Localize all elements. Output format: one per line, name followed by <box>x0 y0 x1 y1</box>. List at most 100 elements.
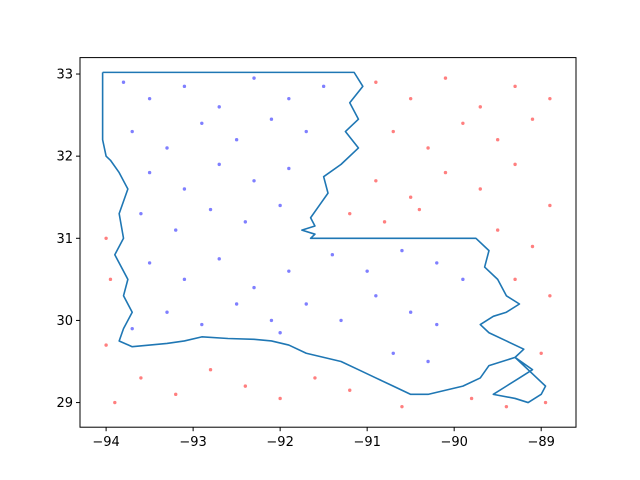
scatter-point-0-42 <box>130 326 134 331</box>
scatter-point-1-23 <box>548 294 552 298</box>
scatter-point-0-23 <box>330 253 335 257</box>
scatter-point-1-30 <box>243 384 248 388</box>
scatter-point-1-7 <box>426 146 430 150</box>
scatter-point-0-27 <box>461 277 465 282</box>
scatter-point-1-9 <box>495 138 500 142</box>
scatter-point-0-0 <box>121 80 126 84</box>
scatter-point-0-30 <box>217 257 221 261</box>
scatter-point-1-19 <box>417 207 422 212</box>
y-tick-label: 32 <box>56 150 73 165</box>
scatter-point-0-12 <box>304 129 308 134</box>
scatter-point-1-28 <box>174 392 178 397</box>
scatter-point-0-26 <box>435 261 439 265</box>
scatter-point-0-19 <box>174 228 178 232</box>
scatter-point-0-33 <box>165 310 169 314</box>
scatter-point-0-11 <box>269 117 274 121</box>
scatter-point-1-34 <box>400 404 404 409</box>
scatter-point-1-26 <box>104 343 108 347</box>
scatter-point-0-24 <box>365 269 369 273</box>
axes-frame <box>79 57 577 428</box>
scatter-point-0-4 <box>252 76 256 80</box>
scatter-point-0-13 <box>147 170 152 175</box>
scatter-point-0-41 <box>435 322 439 327</box>
scatter-point-0-8 <box>165 146 169 150</box>
scatter-point-0-17 <box>287 166 291 171</box>
scatter-point-0-32 <box>287 269 291 273</box>
scatter-point-1-3 <box>478 105 482 109</box>
scatter-point-0-45 <box>426 359 430 364</box>
x-tick-label: −92 <box>266 435 293 450</box>
scatter-point-1-8 <box>461 121 465 126</box>
scatter-point-0-22 <box>278 203 282 208</box>
scatter-point-1-37 <box>543 400 548 405</box>
scatter-point-1-4 <box>513 84 517 89</box>
scatter-point-0-2 <box>182 84 187 89</box>
x-tick-label: −90 <box>440 435 467 450</box>
scatter-point-0-28 <box>147 261 152 265</box>
scatter-point-1-10 <box>530 117 535 121</box>
scatter-point-1-15 <box>513 162 517 167</box>
scatter-point-0-44 <box>391 351 395 355</box>
scatter-point-1-24 <box>104 236 108 240</box>
scatter-point-0-25 <box>400 248 404 253</box>
scatter-point-1-17 <box>348 211 352 216</box>
scatter-point-1-11 <box>374 179 378 183</box>
scatter-point-0-16 <box>252 179 256 183</box>
scatter-point-0-10 <box>234 138 239 142</box>
y-tick-label: 30 <box>56 314 73 329</box>
scatter-point-0-31 <box>252 285 256 290</box>
scatter-point-1-36 <box>504 404 509 409</box>
scatter-point-0-15 <box>217 162 221 167</box>
scatter-point-1-0 <box>374 80 378 84</box>
scatter-point-1-31 <box>278 396 282 401</box>
scatter-point-1-25 <box>108 277 113 282</box>
y-axis: 29 30 31 32 33 <box>56 68 80 411</box>
scatter-point-1-35 <box>469 396 474 401</box>
scatter-point-1-18 <box>382 220 387 224</box>
scatter-point-1-33 <box>348 388 352 392</box>
scatter-point-1-20 <box>495 228 500 232</box>
x-axis: −94 −93 −92 −91 −90 −89 <box>92 427 555 450</box>
y-tick-label: 31 <box>56 232 73 247</box>
scatter-point-0-29 <box>182 277 187 282</box>
scatter-point-0-38 <box>339 318 343 323</box>
scatter-point-0-7 <box>130 129 134 134</box>
scatter-point-1-22 <box>513 277 517 282</box>
scatter-point-0-1 <box>147 96 152 101</box>
y-tick-label: 33 <box>56 68 73 83</box>
scatter-point-0-18 <box>139 211 143 216</box>
scatter-point-1-2 <box>443 76 448 80</box>
scatter-point-0-9 <box>200 121 204 126</box>
boundary-line <box>101 71 547 404</box>
scatter-point-1-6 <box>391 129 395 134</box>
x-tick-label: −91 <box>353 435 380 450</box>
scatter-point-1-27 <box>139 376 143 380</box>
scatter-point-1-13 <box>443 170 448 175</box>
scatter-point-0-20 <box>208 207 213 212</box>
scatter-point-0-39 <box>374 294 378 298</box>
scatter-point-0-37 <box>304 302 308 306</box>
scatter-point-0-6 <box>321 84 326 89</box>
scatter-point-0-14 <box>182 187 187 191</box>
scatter-point-1-39 <box>113 400 117 405</box>
scatter-point-0-3 <box>217 105 221 109</box>
scatter-point-1-38 <box>539 351 543 355</box>
scatter-point-1-14 <box>478 187 482 191</box>
scatter-point-1-5 <box>548 96 552 101</box>
scatter-point-1-1 <box>408 96 413 101</box>
scatter-point-0-21 <box>243 220 248 224</box>
scatter-point-1-12 <box>408 195 413 199</box>
plot-area <box>101 71 552 409</box>
scatter-point-1-29 <box>208 368 213 372</box>
x-tick-label: −94 <box>92 435 119 450</box>
points-layer <box>104 76 552 409</box>
x-tick-label: −93 <box>179 435 206 450</box>
scatter-point-1-16 <box>548 203 552 208</box>
y-tick-label: 29 <box>56 396 73 411</box>
x-tick-label: −89 <box>527 435 554 450</box>
scatter-point-0-35 <box>234 302 239 306</box>
scatter-point-0-5 <box>287 96 291 101</box>
scatter-point-0-36 <box>269 318 274 323</box>
scatter-point-0-40 <box>408 310 413 314</box>
